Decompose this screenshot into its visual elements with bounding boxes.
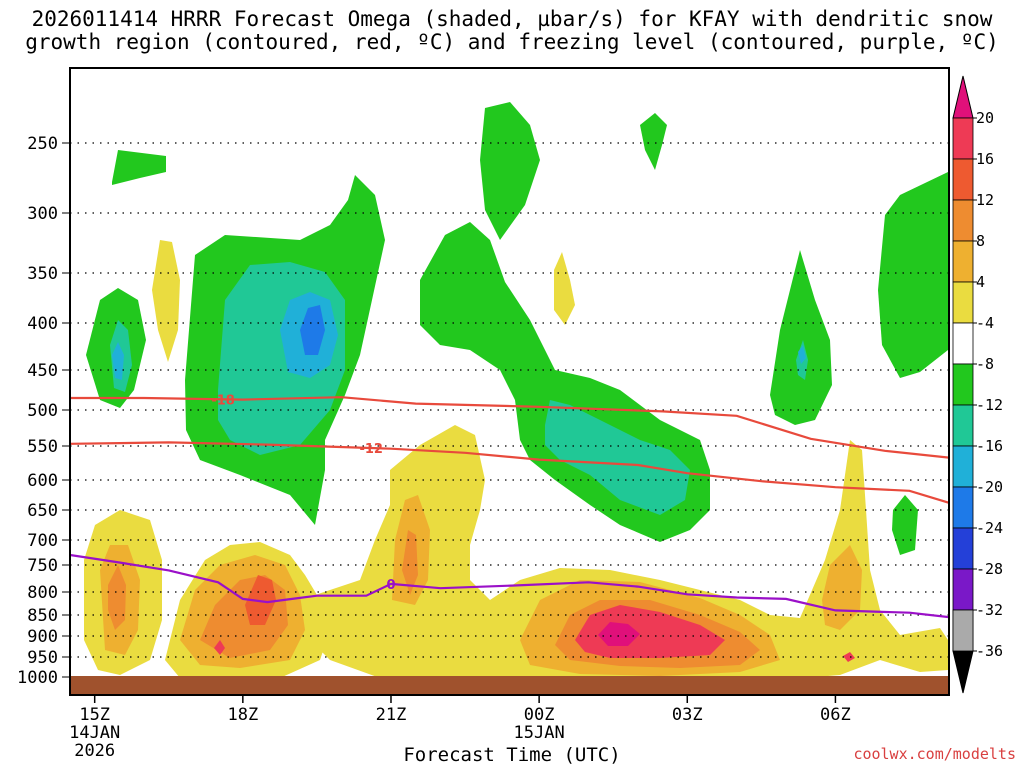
colorbar-segment — [952, 240, 974, 283]
omega-region-red-orange — [245, 575, 276, 625]
y-tick-label: 250 — [27, 134, 58, 154]
colorbar-segment — [952, 568, 974, 611]
y-tick-label: 550 — [27, 437, 58, 457]
colorbar-segment — [952, 117, 974, 160]
colorbar-segment — [952, 281, 974, 324]
omega-region-magenta — [598, 622, 640, 646]
omega-region-orange — [108, 565, 126, 630]
y-tick-label: 350 — [27, 264, 58, 284]
y-axis-ticks: 2503003504004505005506006507007508008509… — [17, 134, 70, 688]
contour-label: -12 — [359, 442, 383, 457]
colorbar-label: 4 — [976, 273, 985, 291]
y-tick-label: 700 — [27, 531, 58, 551]
chart-title-line-1: 2026011414 HRRR Forecast Omega (shaded, … — [31, 7, 993, 31]
colorbar-bottom-arrow — [952, 650, 974, 694]
colorbar-label: 16 — [976, 150, 994, 168]
colorbar-label: 12 — [976, 191, 994, 209]
y-tick-label: 500 — [27, 401, 58, 421]
credit-link[interactable]: coolwx.com/modelts — [853, 745, 1016, 763]
colorbar-segment — [952, 158, 974, 201]
colorbar-top-arrow — [952, 75, 974, 119]
x-tick-label: 18Z — [227, 705, 258, 725]
omega-region-orange — [402, 530, 418, 595]
y-tick-label: 1000 — [17, 668, 58, 688]
colorbar-label: -4 — [976, 314, 994, 332]
x-axis-label: Forecast Time (UTC) — [403, 744, 621, 766]
omega-region-red-orange — [214, 640, 225, 655]
colorbar-segment — [952, 199, 974, 242]
y-tick-label: 950 — [27, 648, 58, 668]
y-tick-label: 650 — [27, 501, 58, 521]
contour-lines: -18 -12 0 — [70, 393, 949, 619]
y-tick-label: 600 — [27, 471, 58, 491]
omega-region-green — [480, 102, 540, 240]
x-tick-label: 21Z — [376, 705, 407, 725]
omega-region-green — [112, 150, 166, 185]
contour-line — [70, 553, 949, 619]
y-tick-label: 900 — [27, 627, 58, 647]
colorbar-segment — [952, 322, 974, 365]
omega-region-green — [770, 250, 832, 425]
y-tick-label: 800 — [27, 583, 58, 603]
y-tick-label: 850 — [27, 606, 58, 626]
plot-frame — [69, 67, 950, 696]
chart-title-line-2: growth region (contoured, red, ºC) and f… — [25, 30, 999, 54]
x-tick-date: 15JAN — [514, 723, 565, 743]
x-tick-year: 2026 — [74, 741, 115, 761]
colorbar-segment — [952, 404, 974, 447]
colorbar-label: -20 — [976, 478, 1003, 496]
colorbar-label: -8 — [976, 355, 994, 373]
contour-label: 0 — [386, 578, 395, 593]
y-tick-label: 300 — [27, 204, 58, 224]
x-tick-label: 06Z — [820, 705, 851, 725]
omega-region-blue — [300, 305, 325, 355]
colorbar-segment — [952, 363, 974, 406]
colorbar: 20 16 12 8 4 -4 -8 -12 -16 -20 -24 -28 -32 -36 — [952, 75, 1003, 694]
omega-region-yellow — [152, 240, 180, 362]
colorbar-segment — [952, 445, 974, 488]
omega-region-teal — [545, 400, 690, 515]
contour-line — [70, 396, 949, 459]
omega-region-green — [878, 172, 948, 378]
colorbar-segment — [952, 527, 974, 570]
y-tick-label: 450 — [27, 361, 58, 381]
colorbar-label: -24 — [976, 519, 1003, 537]
omega-region-red-orange — [843, 652, 855, 662]
colorbar-label: -28 — [976, 560, 1003, 578]
colorbar-label: -32 — [976, 601, 1003, 619]
colorbar-segment — [952, 609, 974, 652]
colorbar-label: -16 — [976, 437, 1003, 455]
omega-region-green — [640, 113, 667, 170]
colorbar-label: 8 — [976, 232, 985, 250]
x-tick-label: 03Z — [672, 705, 703, 725]
x-tick-label: 15Z — [79, 705, 110, 725]
omega-region-cyan — [798, 345, 806, 364]
x-tick-label: 00Z — [524, 705, 555, 725]
ground-surface — [70, 676, 949, 695]
contour-line — [70, 441, 949, 504]
omega-region-yellow — [554, 252, 575, 325]
colorbar-label: -12 — [976, 396, 1003, 414]
contour-label: -18 — [211, 393, 235, 408]
colorbar-segment — [952, 486, 974, 529]
omega-region-green — [892, 495, 918, 555]
colorbar-label: 20 — [976, 109, 994, 127]
omega-shading — [84, 102, 948, 682]
colorbar-label: -36 — [976, 642, 1003, 660]
y-tick-label: 400 — [27, 314, 58, 334]
y-tick-label: 750 — [27, 556, 58, 576]
omega-region-yellow — [300, 425, 948, 682]
x-tick-date: 14JAN — [69, 723, 120, 743]
